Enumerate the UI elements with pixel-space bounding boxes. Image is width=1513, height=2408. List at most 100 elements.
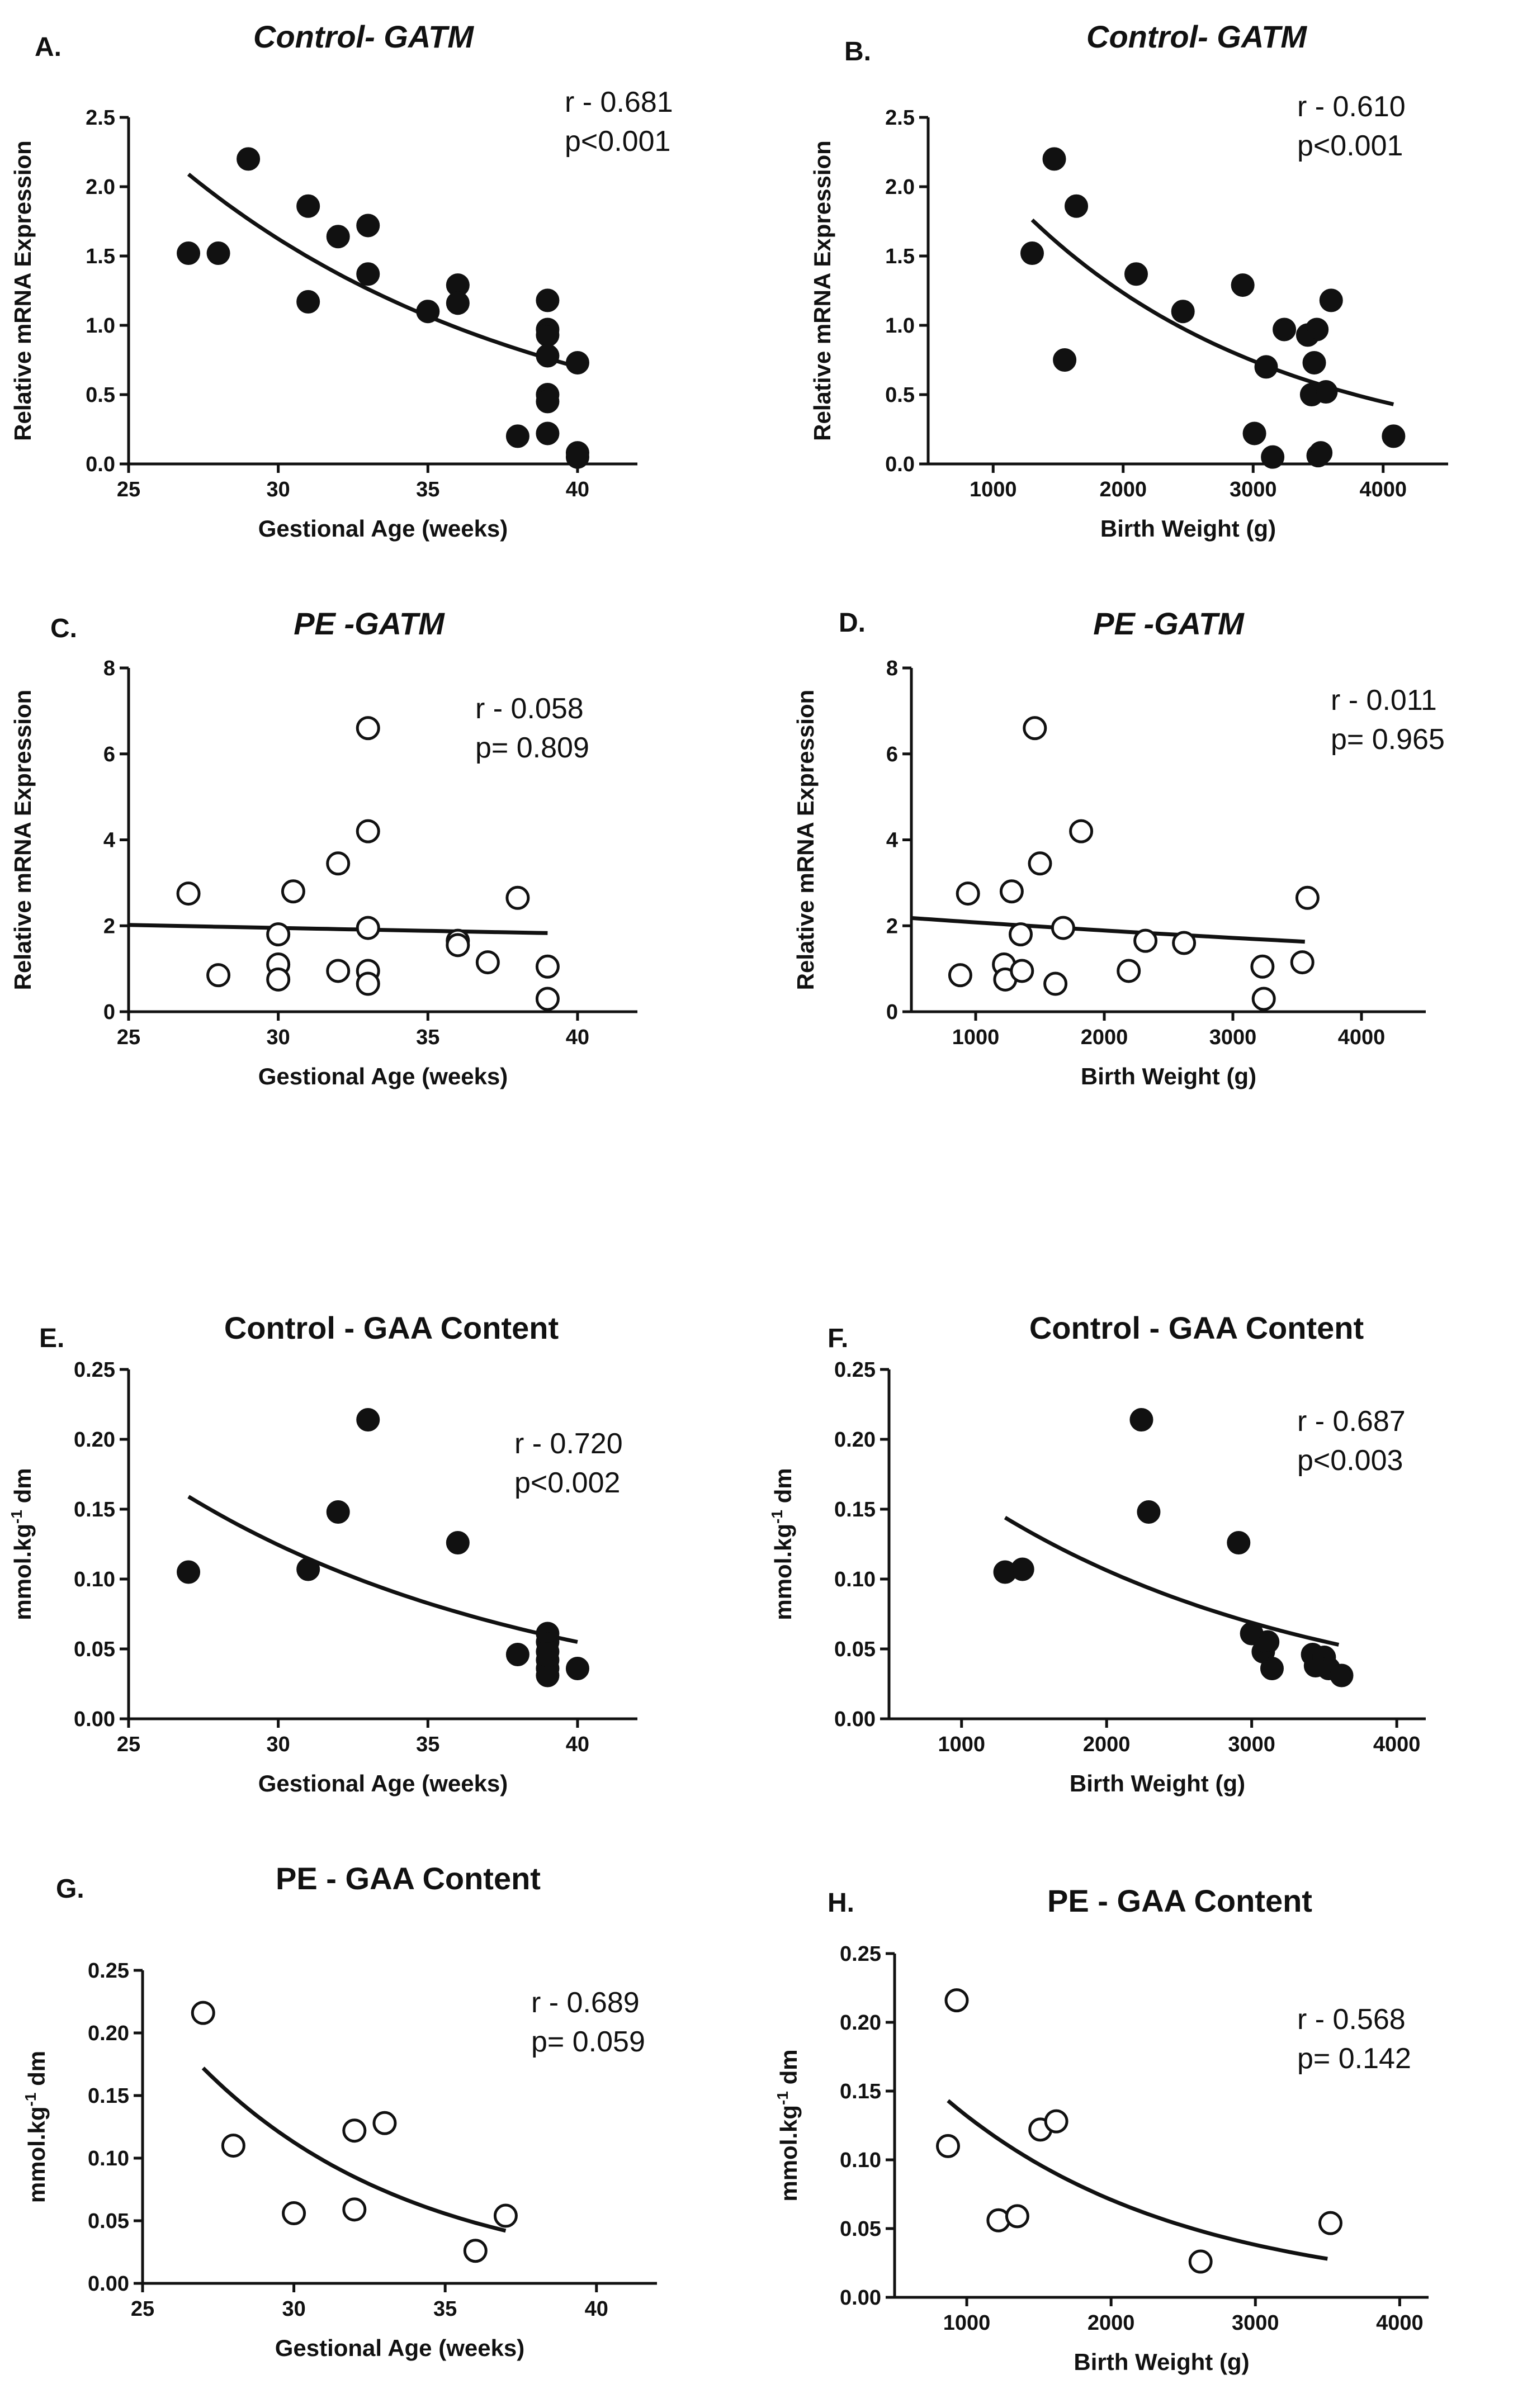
data-point [1314, 380, 1338, 404]
y-tick-label: 6 [886, 743, 898, 766]
x-tick-label: 1000 [952, 1026, 1000, 1049]
data-point [1260, 1657, 1284, 1680]
fit-curve [1030, 218, 1394, 406]
data-point [1172, 931, 1197, 955]
stat-r: r - 0.058 [475, 693, 584, 725]
x-tick-label: 3000 [1232, 2311, 1279, 2335]
y-tick-label: 8 [886, 657, 898, 680]
y-tick-label: 0 [103, 1001, 115, 1024]
data-point [176, 881, 201, 906]
data-point [446, 933, 470, 957]
data-point [356, 819, 380, 843]
data-point [356, 1408, 380, 1431]
data-point [1137, 1500, 1161, 1524]
data-point [535, 987, 560, 1011]
x-tick-label: 25 [117, 1733, 140, 1756]
y-axis-label: mmol.kg-1 dm [22, 2051, 50, 2203]
y-tick-label: 0.0 [86, 453, 115, 476]
y-axis-label: Relative mRNA Expression [792, 690, 819, 990]
data-point [356, 716, 380, 741]
data-point [565, 445, 589, 469]
data-point [536, 421, 560, 445]
fit-curve [187, 1495, 578, 1644]
y-tick-label: 0.25 [88, 1959, 129, 1983]
stat-p: p<0.001 [1297, 130, 1403, 162]
chart-title: PE -GATM [294, 606, 445, 641]
stat-r: r - 0.568 [1297, 2003, 1406, 2036]
y-axis-label: mmol.kg-1 dm [774, 2049, 802, 2201]
fit-curve [947, 2099, 1328, 2261]
data-point [1295, 885, 1320, 910]
x-tick-label: 40 [566, 1733, 589, 1756]
data-point [1005, 2204, 1029, 2229]
chart-title: Control - GAA Content [1029, 1310, 1364, 1345]
y-tick-label: 2 [886, 914, 898, 938]
data-point [1051, 916, 1075, 940]
data-point [536, 288, 560, 312]
x-axis-label: Birth Weight (g) [1070, 1770, 1245, 1796]
data-point [565, 1657, 589, 1680]
x-tick-label: 4000 [1359, 478, 1407, 501]
panel-c: C. PE -GATM 0 2 4 6 8 25 30 35 40 Gestional Age (we… [10, 606, 637, 1089]
data-point [956, 881, 980, 906]
data-point [1117, 959, 1141, 983]
data-point [1251, 987, 1276, 1011]
data-point [1305, 317, 1329, 342]
data-point [1227, 1531, 1251, 1554]
x-axis-label: Birth Weight (g) [1081, 1063, 1256, 1089]
data-point [1318, 2211, 1342, 2235]
data-point [1261, 445, 1285, 469]
x-tick-label: 4000 [1338, 1026, 1386, 1049]
data-point [237, 147, 261, 171]
y-tick-label: 0.10 [834, 1568, 876, 1591]
y-tick-label: 2 [103, 914, 115, 938]
data-point [342, 2118, 367, 2143]
y-tick-label: 8 [103, 657, 115, 680]
data-point [266, 967, 291, 992]
chart-title: Control - GAA Content [224, 1310, 559, 1345]
stat-p: p= 0.809 [475, 732, 589, 764]
x-tick-label: 35 [416, 1733, 439, 1756]
x-tick-label: 1000 [943, 2311, 991, 2335]
y-axis-label: Relative mRNA Expression [10, 690, 36, 990]
y-tick-label: 0.15 [840, 2080, 881, 2103]
y-tick-label: 0.00 [834, 1708, 876, 1731]
data-point [326, 959, 351, 983]
panel-a: A. Control- GATM 0.0 0.5 1.0 1.5 2.0 2.5 25 30 35 4… [10, 19, 673, 542]
x-axis-label: Gestional Age (weeks) [275, 2335, 525, 2361]
y-tick-label: 0.5 [885, 383, 915, 407]
x-tick-label: 1000 [970, 478, 1017, 501]
x-tick-label: 1000 [938, 1733, 985, 1756]
data-point [356, 262, 380, 286]
stat-p: p<0.003 [1297, 1444, 1403, 1477]
x-tick-label: 3000 [1209, 1026, 1257, 1049]
data-point [1309, 441, 1333, 465]
data-point [356, 916, 380, 940]
y-tick-label: 0.20 [840, 2011, 881, 2035]
data-point [342, 2197, 367, 2222]
data-point [372, 2111, 397, 2135]
x-tick-label: 25 [117, 478, 140, 501]
y-tick-label: 2.5 [86, 106, 115, 130]
data-point [446, 1531, 470, 1554]
x-tick-label: 35 [416, 478, 439, 501]
y-tick-label: 0.25 [74, 1358, 115, 1382]
x-tick-label: 30 [267, 1026, 290, 1049]
data-point [1010, 1557, 1034, 1581]
y-tick-label: 0.05 [834, 1638, 876, 1661]
data-point [1065, 194, 1089, 218]
y-tick-label: 0.15 [834, 1498, 876, 1521]
panel-g: G. PE - GAA Content 0.00 0.05 0.10 0.15 0.20 0.… [22, 1861, 657, 2361]
data-point [191, 2001, 215, 2025]
data-point [535, 954, 560, 979]
chart-title: PE - GAA Content [1047, 1883, 1312, 1918]
data-point [1044, 2109, 1068, 2134]
data-point [326, 1500, 350, 1524]
x-axis-label: Gestional Age (weeks) [258, 1770, 508, 1796]
stat-r: r - 0.681 [565, 86, 673, 118]
fit-curve [911, 916, 1305, 944]
stat-p: p= 0.965 [1331, 723, 1445, 756]
data-point [282, 2201, 306, 2226]
data-point [536, 390, 560, 414]
panel-label: B. [844, 37, 871, 67]
